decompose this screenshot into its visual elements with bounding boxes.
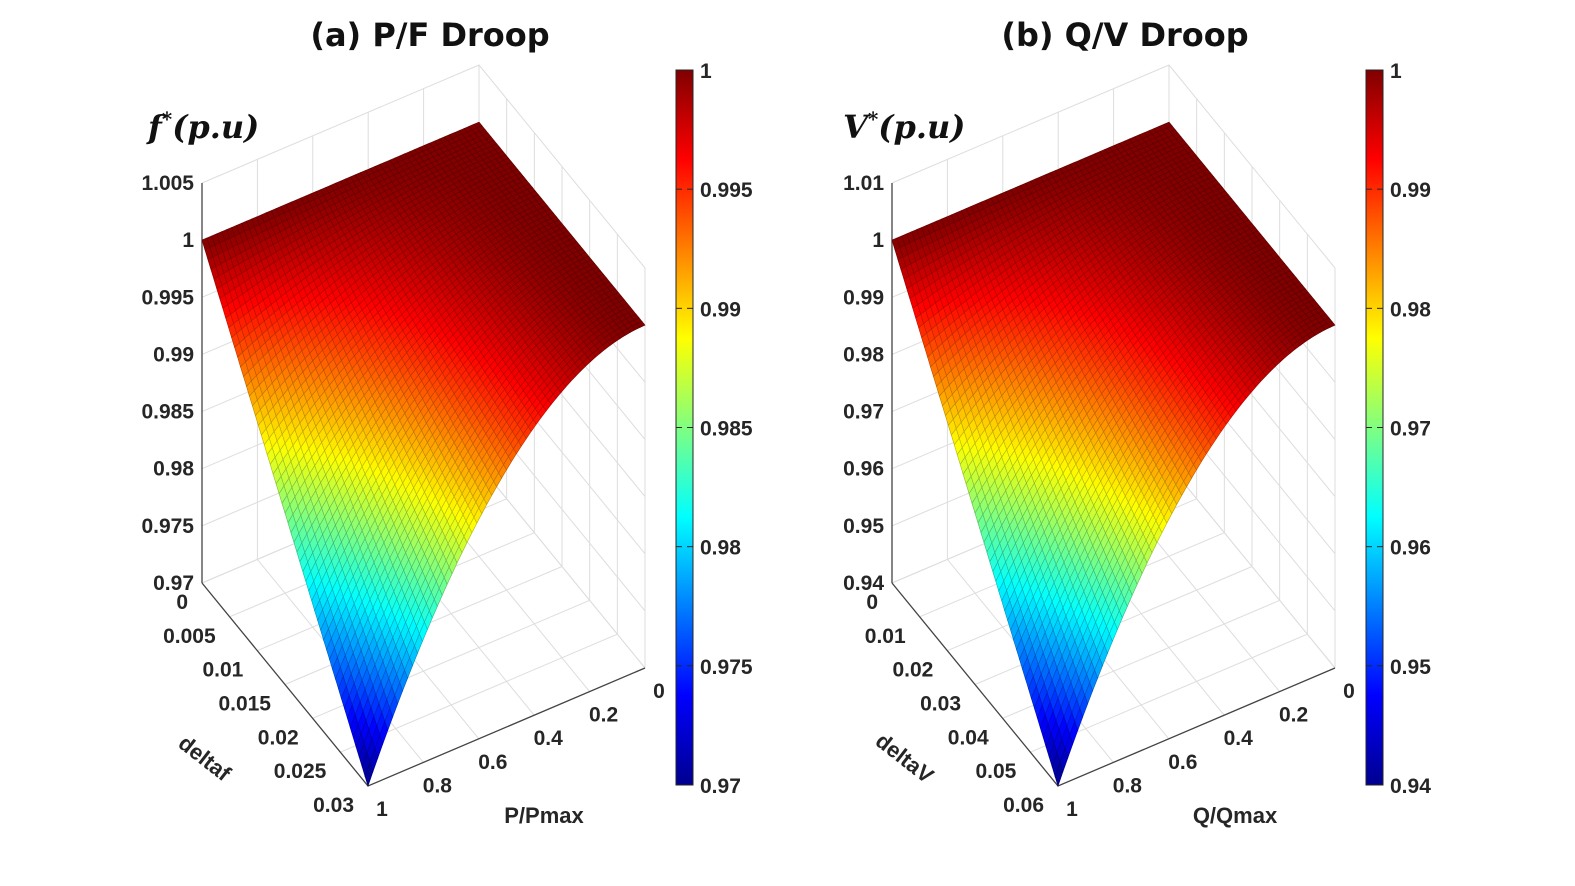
y-tick-label: 0.03 xyxy=(313,794,354,817)
y-tick-label: 0 xyxy=(176,591,188,614)
y-tick-label: 0.015 xyxy=(218,693,271,716)
wall-grid-z xyxy=(201,64,646,269)
z-tick-label: 1.005 xyxy=(141,172,194,195)
panel-a-zlabel: f*(p.u) xyxy=(146,107,259,146)
y-tick-label: 0.005 xyxy=(163,625,216,648)
panel-a-ylabel: deltaf xyxy=(174,730,236,786)
z-tick-label: 0.98 xyxy=(153,458,194,481)
z-tick-label: 0.99 xyxy=(153,343,194,366)
y-tick-label: 0.01 xyxy=(202,659,243,682)
panel-a: (a) P/F Droop 0.97 0.975 0.98 0.985 0.99 0.99… xyxy=(141,16,752,828)
panel-a-zlabel-sup: * xyxy=(162,107,173,131)
colorbar-tick-label: 0.97 xyxy=(700,775,741,798)
colorbar-tick-label: 0.99 xyxy=(700,298,741,321)
x-tick-label: 0.8 xyxy=(423,774,453,797)
panel-b: (b) Q/V Droop 0.940.950.960.970.980.9911… xyxy=(843,16,1431,828)
z-tick-label: 1 xyxy=(182,229,194,252)
x-tick-label: 1 xyxy=(376,798,388,821)
panel-b-surface xyxy=(891,121,1336,787)
colorbar-tick-label: 1 xyxy=(700,60,712,83)
y-tick-label: 0.02 xyxy=(258,726,299,749)
colorbar-tick-label: 0.98 xyxy=(700,537,741,560)
x-tick-label: 0.6 xyxy=(478,751,507,774)
panel-a-zlabel-rest: (p.u) xyxy=(172,108,259,146)
panel-a-colorbar: 0.97 0.975 0.98 0.985 0.99 0.995 1 xyxy=(675,60,753,798)
panel-a-surface xyxy=(201,121,646,787)
x-tick-label: 0.4 xyxy=(534,727,564,750)
panel-a-title: (a) P/F Droop xyxy=(310,16,549,54)
z-tick-label: 0.985 xyxy=(141,401,194,424)
panel-b-title: (b) Q/V Droop xyxy=(1001,16,1248,54)
colorbar-tick-label: 0.995 xyxy=(700,179,753,202)
panel-a-xlabel: P/Pmax xyxy=(504,803,584,828)
colorbar-tick-label: 0.985 xyxy=(700,418,753,441)
x-tick-label: 0.2 xyxy=(589,704,618,727)
y-tick-label: 0.025 xyxy=(274,760,327,783)
z-tick-label: 0.975 xyxy=(141,515,194,538)
x-tick-label: 0 xyxy=(653,680,665,703)
z-tick-label: 0.995 xyxy=(141,286,194,309)
colorbar-tick-label: 0.975 xyxy=(700,656,753,679)
